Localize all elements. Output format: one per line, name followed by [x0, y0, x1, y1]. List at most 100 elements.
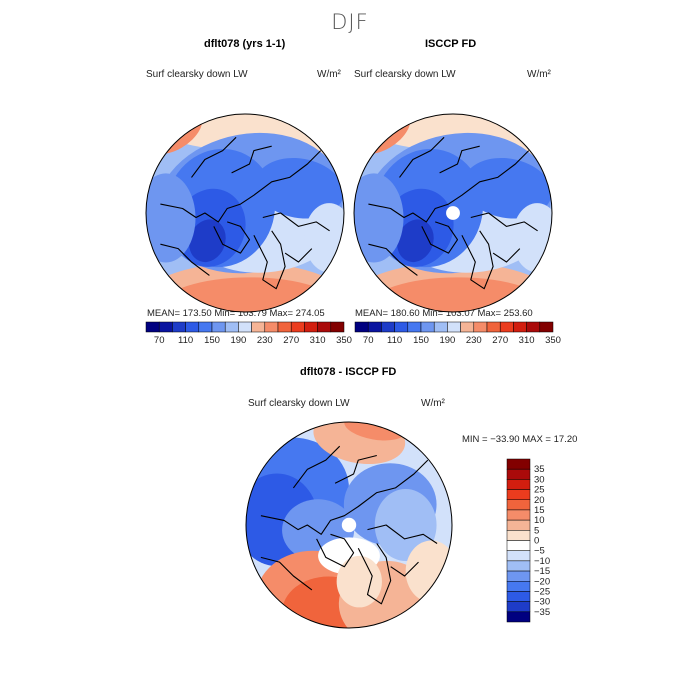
panel3-map-coastline	[334, 454, 377, 484]
panel3-map-coastline	[260, 459, 429, 535]
panel3-colorbar-bin	[506, 499, 531, 511]
panel2-map-coastline	[470, 212, 538, 232]
panel1-map-coastline	[231, 145, 272, 174]
panel1-stats: MEAN= 173.50 Min= 103.79 Max= 274.05	[147, 308, 325, 319]
panel1-colorbar-tick: 150	[204, 335, 220, 346]
panel2-colorbar-bin	[460, 321, 475, 333]
panel3-colorbar-tick: 30	[534, 474, 545, 485]
panel3-map-coastline	[367, 524, 438, 544]
panel3-colorbar-tick: 20	[534, 495, 545, 506]
panel1-map-coastline	[262, 212, 330, 232]
panel3-map-field	[246, 422, 452, 628]
panel1-colorbar-tick: 70	[154, 335, 165, 346]
panel2-map-boundary	[353, 113, 553, 313]
panel1-colorbar-bin	[317, 321, 332, 333]
panel1-colorbar-tick: 350	[336, 335, 352, 346]
panel1-map-coastline	[284, 248, 313, 263]
panel3-map-contour	[344, 422, 406, 441]
panel2-colorbar-bin	[473, 321, 488, 333]
panel3-variable: Surf clearsky down LW	[248, 398, 350, 409]
panel2-map-coastline	[399, 136, 445, 178]
panel2-colorbar-tick: 350	[545, 335, 561, 346]
panel2-map-contour	[354, 173, 404, 263]
panel2-colorbar-bin	[367, 321, 382, 333]
panel2-colorbar-bin	[407, 321, 422, 333]
panel2-colorbar-tick: 230	[466, 335, 482, 346]
panel2-colorbar-tick: 310	[519, 335, 535, 346]
panel2-colorbar-tick: 110	[387, 335, 402, 346]
panel2-stats: MEAN= 180.60 Min= 103.07 Max= 253.60	[355, 308, 533, 319]
panel1-colorbar-bin	[251, 321, 266, 333]
panel3-colorbar-tick: −35	[534, 607, 550, 618]
panel1-colorbar-tick: 230	[257, 335, 273, 346]
panel1-colorbar-tick: 310	[310, 335, 326, 346]
panel1-colorbar-bin	[290, 321, 305, 333]
panel1-title: dflt078 (yrs 1-1)	[204, 38, 286, 50]
panel2-colorbar-bin	[539, 321, 554, 333]
panel1-map-contour	[255, 157, 344, 219]
panel3-title: dflt078 - ISCCP FD	[300, 366, 397, 378]
panel1-colorbar-bin	[172, 321, 186, 333]
panel3-colorbar-tick: −25	[534, 586, 550, 597]
panel2-colorbar-bin	[354, 321, 369, 333]
panel2-map-coastline	[492, 248, 521, 263]
panel3-colorbar-bin	[506, 560, 531, 572]
panel2-map-coastline	[368, 150, 530, 223]
panel2-map-contour	[463, 157, 552, 219]
panel1-map-coastline	[213, 221, 251, 254]
panel2-colorbar-bin	[394, 321, 409, 333]
panel3-map-coastline	[260, 556, 313, 591]
panel3-colorbar-tick: 0	[534, 536, 539, 547]
panel1-map-contour	[189, 219, 226, 263]
panel3-stats: MIN = −33.90 MAX = 17.20	[462, 434, 578, 445]
panel2-colorbar-tick: 150	[413, 335, 429, 346]
panel3-colorbar-bin	[506, 581, 531, 592]
panel1-colorbar-bin	[224, 321, 239, 333]
panel3-map-missing-pole	[341, 517, 357, 533]
panel2-colorbar-bin	[433, 321, 448, 333]
panel3-colorbar-tick: 10	[534, 515, 545, 526]
panel2-colorbar-tick: 190	[439, 335, 455, 346]
panel1-map-boundary	[145, 113, 345, 313]
panel2-map-contour	[368, 277, 548, 312]
panel2-colorbar-bin	[513, 321, 527, 333]
panel1-map-contour	[146, 173, 196, 263]
panel3-map-coastline	[390, 561, 419, 577]
panel3-map-coastline	[357, 543, 392, 605]
panel2-colorbar-bin	[526, 321, 541, 333]
panel3-colorbar-tick: −10	[534, 556, 550, 567]
panel1-colorbar-bin	[304, 321, 318, 333]
panel1-map-field	[146, 114, 344, 312]
panel3-colorbar-tick: 5	[534, 525, 539, 536]
panel2-map-coastline	[461, 230, 494, 290]
panel1-units: W/m²	[317, 69, 341, 80]
panel2-map-coastline	[421, 221, 459, 254]
panel2-colorbar-bin	[447, 321, 461, 333]
panel1-colorbar-bin	[145, 321, 160, 333]
panel2-colorbar-bin	[486, 321, 501, 333]
panel2-map-coastline	[439, 145, 480, 174]
panel1-map-coastline	[191, 136, 237, 178]
panel1-colorbar-bin	[158, 321, 173, 333]
panel2-map-field	[354, 114, 552, 312]
panel3-colorbar-tick: −5	[534, 546, 545, 557]
panel1-map-contour	[304, 203, 344, 273]
panel1-colorbar-bin	[185, 321, 200, 333]
panel1-colorbar-bin	[211, 321, 226, 333]
panel2-colorbar-tick: 70	[363, 335, 374, 346]
panel1-colorbar-bin	[264, 321, 279, 333]
panel3-colorbar-bin	[506, 479, 531, 490]
panel3-colorbar-bin	[506, 611, 531, 623]
panel2-map-contour	[512, 203, 552, 273]
panel2-map-missing-pole	[446, 206, 460, 220]
panel3-colorbar-bin	[506, 530, 531, 541]
panel3-colorbar-bin	[506, 458, 531, 470]
panel3-colorbar-bin	[506, 540, 531, 551]
panel3-colorbar-bin	[506, 468, 531, 480]
panel1-colorbar-bin	[277, 321, 292, 333]
panel3-colorbar-bin	[506, 550, 531, 562]
panel1-colorbar-bin	[198, 321, 213, 333]
panel3-colorbar-bin	[506, 519, 531, 531]
panel1-variable: Surf clearsky down LW	[146, 69, 248, 80]
